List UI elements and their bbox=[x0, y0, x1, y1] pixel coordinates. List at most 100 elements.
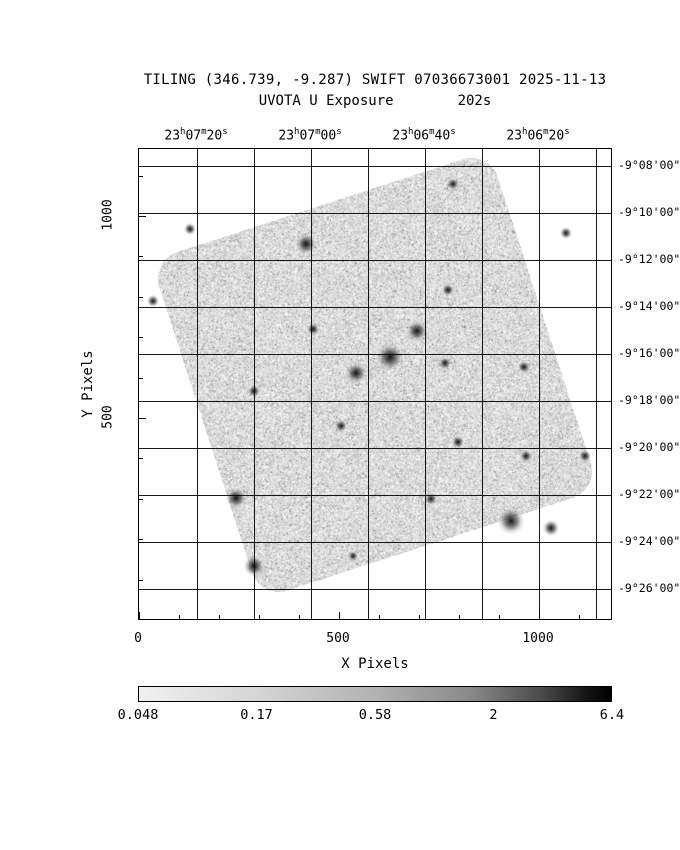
x-tick-mark bbox=[299, 615, 300, 619]
y-tick-mark bbox=[139, 580, 143, 581]
source-dot bbox=[226, 488, 245, 507]
x-tick-mark bbox=[419, 615, 420, 619]
dec-tick-label: -9°24'00" bbox=[618, 534, 680, 548]
ra-tick-label: 23h06m40s bbox=[392, 127, 455, 143]
ra-unit: s bbox=[450, 127, 455, 137]
plot-subtitle: UVOTA U Exposure 202s bbox=[138, 93, 612, 109]
ra-value: 07 bbox=[185, 128, 201, 143]
x-tick-mark bbox=[179, 615, 180, 619]
y-tick-mark bbox=[139, 539, 143, 540]
ra-value: 20 bbox=[207, 128, 223, 143]
ra-unit: s bbox=[336, 127, 341, 137]
grid-line-vertical bbox=[311, 149, 312, 619]
y-tick-mark bbox=[139, 297, 143, 298]
colorbar-labels: 0.048 0.17 0.58 2 6.4 bbox=[138, 707, 612, 725]
colorbar-value: 2 bbox=[489, 707, 497, 723]
y-tick-mark bbox=[139, 418, 146, 419]
ra-value: 23 bbox=[164, 128, 180, 143]
grid-line-horizontal bbox=[139, 354, 611, 355]
dec-tick-label: -9°18'00" bbox=[618, 393, 680, 407]
ra-value: 23 bbox=[506, 128, 522, 143]
ra-tick-label: 23h07m00s bbox=[278, 127, 341, 143]
dec-axis-labels: -9°08'00" -9°10'00" -9°12'00" -9°14'00" -9°1… bbox=[618, 148, 680, 620]
grid-line-horizontal bbox=[139, 401, 611, 402]
source-dot bbox=[296, 234, 315, 253]
colorbar-value: 0.58 bbox=[359, 707, 392, 723]
x-tick-value: 500 bbox=[326, 631, 349, 646]
grid-line-vertical bbox=[254, 149, 255, 619]
grid-line-horizontal bbox=[139, 307, 611, 308]
grid-line-vertical bbox=[197, 149, 198, 619]
x-axis-title: X Pixels bbox=[138, 656, 612, 672]
x-tick-mark bbox=[579, 615, 580, 619]
source-dot bbox=[348, 551, 358, 561]
x-tick-mark bbox=[499, 615, 500, 619]
grid-line-horizontal bbox=[139, 260, 611, 261]
grid-line-horizontal bbox=[139, 542, 611, 543]
source-dot bbox=[407, 321, 426, 340]
y-tick-value: 500 bbox=[101, 405, 116, 428]
ra-unit: s bbox=[564, 127, 569, 137]
dec-tick-label: -9°22'00" bbox=[618, 487, 680, 501]
x-tick-value: 0 bbox=[134, 631, 142, 646]
exposure-noise-canvas bbox=[151, 151, 600, 600]
grid-line-vertical bbox=[368, 149, 369, 619]
exposure-time-label: 202s bbox=[458, 93, 492, 109]
grid-line-vertical bbox=[425, 149, 426, 619]
x-tick-mark bbox=[539, 612, 540, 619]
y-axis-title: Y Pixels bbox=[80, 350, 96, 417]
ra-value: 40 bbox=[435, 128, 451, 143]
colorbar bbox=[138, 686, 612, 702]
ra-tick-label: 23h07m20s bbox=[164, 127, 227, 143]
x-tick-mark bbox=[139, 612, 140, 619]
y-tick-mark bbox=[139, 499, 143, 500]
grid-line-horizontal bbox=[139, 166, 611, 167]
ra-axis-labels: 23h07m20s 23h07m00s 23h06m40s 23h06m20s bbox=[138, 127, 612, 147]
colorbar-value: 6.4 bbox=[600, 707, 624, 723]
grid-line-vertical bbox=[482, 149, 483, 619]
colorbar-value: 0.048 bbox=[118, 707, 159, 723]
source-dot bbox=[147, 295, 160, 308]
ra-tick-label: 23h06m20s bbox=[506, 127, 569, 143]
dec-tick-label: -9°20'00" bbox=[618, 440, 680, 454]
plot-title: TILING (346.739, -9.287) SWIFT 070366730… bbox=[138, 72, 612, 88]
ra-value: 06 bbox=[527, 128, 543, 143]
colorbar-value: 0.17 bbox=[240, 707, 273, 723]
source-dot bbox=[543, 520, 559, 536]
plot-frame bbox=[138, 148, 612, 620]
x-tick-mark bbox=[259, 615, 260, 619]
ra-value: 20 bbox=[549, 128, 565, 143]
x-tick-labels: 0 500 1000 bbox=[138, 631, 612, 649]
grid-line-horizontal bbox=[139, 213, 611, 214]
source-dot bbox=[560, 227, 573, 240]
y-tick-mark bbox=[139, 256, 143, 257]
dec-tick-label: -9°16'00" bbox=[618, 346, 680, 360]
grid-line-vertical bbox=[539, 149, 540, 619]
dec-tick-label: -9°08'00" bbox=[618, 158, 680, 172]
exposure-field bbox=[151, 151, 600, 600]
source-dot bbox=[498, 508, 524, 534]
grid-line-horizontal bbox=[139, 495, 611, 496]
exposure-filter-label: UVOTA U Exposure bbox=[259, 93, 394, 109]
y-tick-mark bbox=[139, 216, 146, 217]
ra-unit: s bbox=[222, 127, 227, 137]
source-dot bbox=[377, 344, 403, 370]
x-tick-mark bbox=[219, 615, 220, 619]
uvot-exposure-plot-page: TILING (346.739, -9.287) SWIFT 070366730… bbox=[0, 0, 680, 850]
dec-tick-label: -9°26'00" bbox=[618, 581, 680, 595]
ra-value: 00 bbox=[321, 128, 337, 143]
dec-tick-label: -9°14'00" bbox=[618, 299, 680, 313]
ra-value: 07 bbox=[299, 128, 315, 143]
x-tick-value: 1000 bbox=[522, 631, 553, 646]
grid-line-horizontal bbox=[139, 448, 611, 449]
x-tick-mark bbox=[379, 615, 380, 619]
dec-tick-label: -9°10'00" bbox=[618, 205, 680, 219]
source-dot bbox=[346, 363, 365, 382]
ra-value: 06 bbox=[413, 128, 429, 143]
y-tick-labels: 1000 500 bbox=[96, 148, 120, 620]
y-tick-mark bbox=[139, 176, 143, 177]
ra-value: 23 bbox=[278, 128, 294, 143]
y-tick-mark bbox=[139, 378, 143, 379]
x-tick-mark bbox=[339, 612, 340, 619]
dec-tick-label: -9°12'00" bbox=[618, 252, 680, 266]
